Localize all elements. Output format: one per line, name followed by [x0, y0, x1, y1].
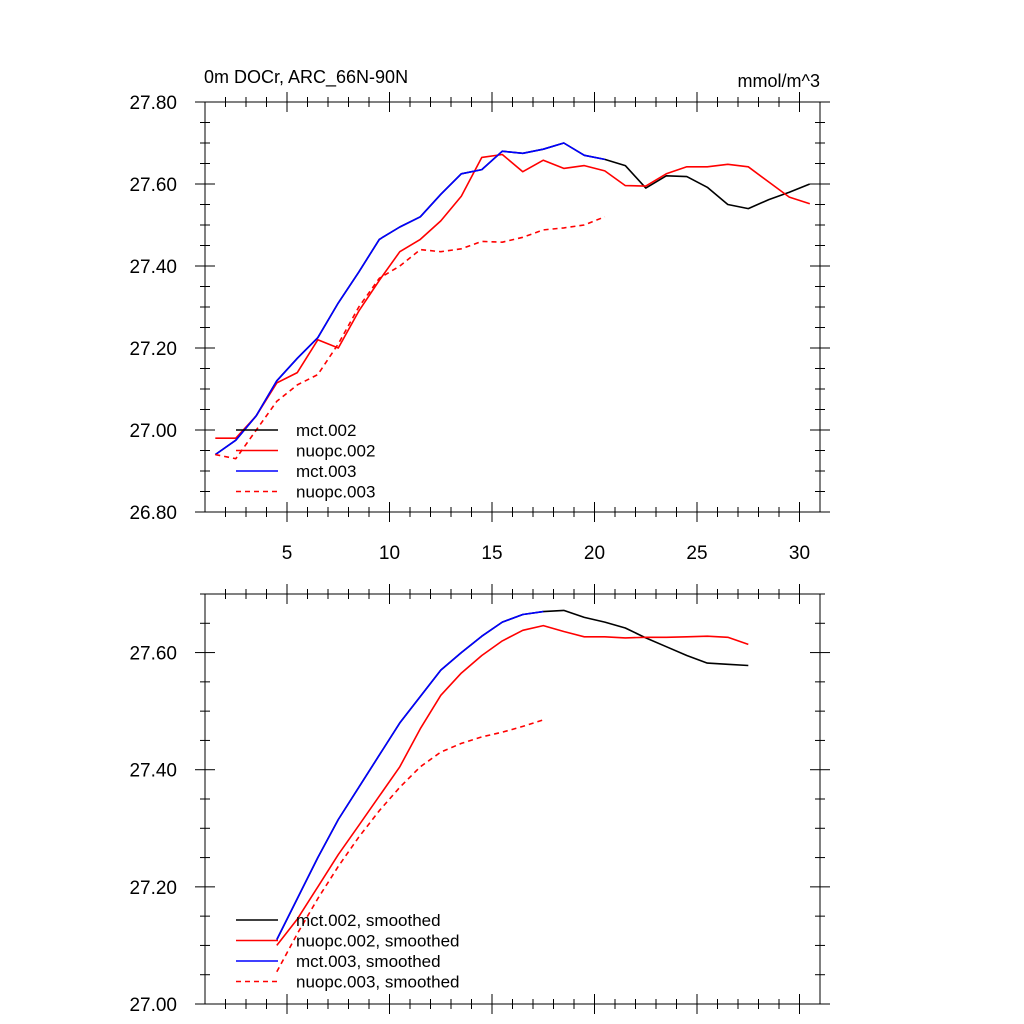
- legend-label: nuopc.002: [296, 442, 375, 461]
- y-tick-label: 27.80: [129, 93, 177, 114]
- legend-label: nuopc.003, smoothed: [296, 973, 460, 992]
- y-tick-label: 26.80: [129, 503, 177, 524]
- chart-title: 0m DOCr, ARC_66N-90N: [204, 67, 408, 88]
- series-line-mct-003-smoothed: [276, 610, 544, 940]
- bottom-panel: 27.00 27.20 27.40 27.60 mct.002, smoothed nuo…: [129, 584, 830, 1016]
- y-tick-label: 27.20: [129, 878, 177, 899]
- y-tick-label: 27.60: [129, 644, 177, 665]
- series-line-mct-002-smoothed: [276, 609, 749, 940]
- x-tick-label: 20: [584, 543, 605, 564]
- units-label: mmol/m^3: [738, 71, 820, 91]
- series-line-nuopc-003-smoothed: [276, 719, 544, 973]
- series-line-nuopc-003: [215, 216, 606, 460]
- x-tick-label: 25: [686, 543, 707, 564]
- y-tick-label: 27.40: [129, 257, 177, 278]
- x-tick-label: 5: [282, 543, 293, 564]
- legend: mct.002, smoothed nuopc.002, smoothedmct.…: [236, 911, 460, 992]
- y-tick-label: 27.00: [129, 995, 177, 1016]
- y-tick-label: 27.00: [129, 421, 177, 442]
- top-panel: 5 10 15 20 25 30 26.80 27.00 27.20 27.40 27.60 27.8…: [129, 92, 830, 564]
- legend-label: mct.002: [296, 421, 356, 440]
- legend-label: mct.003, smoothed: [296, 952, 441, 971]
- series-line-mct-003: [214, 142, 605, 456]
- x-tick-label: 15: [481, 543, 502, 564]
- x-tick-label: 30: [789, 543, 810, 564]
- y-tick-label: 27.60: [129, 175, 177, 196]
- series-line-mct-002: [214, 142, 811, 456]
- y-tick-label: 27.40: [129, 761, 177, 782]
- legend-label: nuopc.003: [296, 483, 375, 502]
- legend-label: mct.002, smoothed: [296, 911, 441, 930]
- legend-label: nuopc.002, smoothed: [296, 932, 460, 951]
- x-tick-label: 10: [379, 543, 400, 564]
- series-line-nuopc-002: [215, 153, 811, 440]
- y-tick-label: 27.20: [129, 339, 177, 360]
- series-line-nuopc-002-smoothed: [276, 624, 749, 946]
- legend-label: mct.003: [296, 462, 356, 481]
